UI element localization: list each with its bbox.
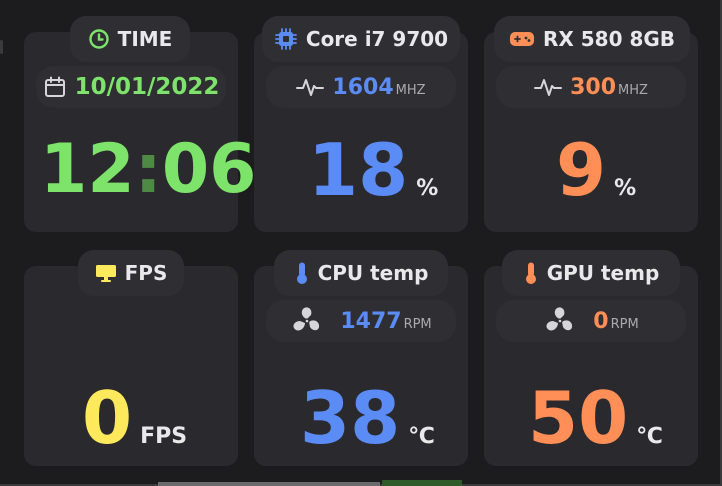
- thermometer-icon: [294, 261, 310, 285]
- gpu-title-pill: RX 580 8GB: [494, 16, 690, 62]
- gpu-temp-title-pill: GPU temp: [502, 250, 680, 296]
- background-fragment: [382, 480, 462, 486]
- clock-icon: [88, 28, 110, 50]
- clock-separator: :: [134, 130, 162, 209]
- cpu-title: Core i7 9700: [305, 27, 449, 51]
- gpu-clock-unit: MHZ: [618, 82, 648, 98]
- gpu-temp-display: 50 ℃: [528, 382, 663, 454]
- cpu-temp-card: [254, 266, 468, 466]
- gpu-card: [484, 32, 698, 232]
- fps-title-pill: FPS: [78, 250, 184, 296]
- cpu-fan-pill: 1477 RPM: [266, 300, 456, 342]
- date-pill: 10/01/2022: [36, 66, 226, 108]
- time-title-pill: TIME: [70, 16, 190, 62]
- time-card: [24, 32, 238, 232]
- gpu-temp-title: GPU temp: [546, 261, 660, 285]
- fps-value: 0: [82, 376, 133, 460]
- cpu-usage-display: 18%: [308, 134, 438, 206]
- gpu-fan-value: 0: [593, 308, 609, 334]
- gpu-temp-card: [484, 266, 698, 466]
- gpu-usage-value: 9: [556, 128, 607, 212]
- cpu-title-pill: Core i7 9700: [262, 16, 460, 62]
- cpu-temp-value: 38: [300, 376, 401, 460]
- gpu-clock-value: 300: [570, 74, 617, 100]
- pulse-icon: [534, 76, 563, 98]
- fps-card: [24, 266, 238, 466]
- gpu-fan-unit: RPM: [610, 316, 639, 332]
- cpu-usage-value: 18: [308, 128, 409, 212]
- date-value: 10/01/2022: [74, 74, 220, 100]
- cpu-clock-value: 1604: [332, 74, 394, 100]
- clock-minutes: 06: [161, 130, 257, 209]
- edge-marker: [0, 40, 3, 54]
- cpu-fan-unit: RPM: [403, 316, 432, 332]
- pulse-icon: [296, 76, 325, 98]
- gpu-clock-pill: 300 MHZ: [496, 66, 686, 108]
- cpu-clock-pill: 1604 MHZ: [266, 66, 456, 108]
- cpu-temp-display: 38 ℃: [300, 382, 435, 454]
- cpu-usage-unit: %: [416, 176, 439, 201]
- fan-icon: [543, 304, 577, 338]
- calendar-icon: [43, 75, 67, 99]
- cpu-fan-value: 1477: [340, 308, 402, 334]
- cpu-temp-title: CPU temp: [317, 261, 429, 285]
- gpu-temp-value: 50: [528, 376, 629, 460]
- fps-display: 0 FPS: [82, 382, 187, 454]
- time-title: TIME: [117, 27, 173, 51]
- cpu-clock-unit: MHZ: [395, 82, 426, 98]
- fps-title: FPS: [124, 261, 168, 285]
- thermometer-icon: [523, 261, 539, 285]
- fps-unit: FPS: [140, 424, 188, 449]
- gpu-temp-unit: ℃: [636, 424, 663, 449]
- fan-icon: [290, 304, 324, 338]
- gpu-usage-unit: %: [614, 176, 637, 201]
- monitor-icon: [95, 263, 117, 283]
- cpu-temp-unit: ℃: [408, 424, 435, 449]
- clock-hours: 12: [40, 130, 135, 209]
- gpu-title: RX 580 8GB: [542, 27, 676, 51]
- gpu-fan-pill: 0 RPM: [496, 300, 686, 342]
- cpu-chip-icon: [274, 27, 298, 51]
- clock-display: 12:06: [40, 136, 256, 204]
- gamepad-icon: [509, 29, 535, 49]
- cpu-card: [254, 32, 468, 232]
- cpu-temp-title-pill: CPU temp: [274, 250, 448, 296]
- gpu-usage-display: 9%: [556, 134, 636, 206]
- taskbar-strip: [158, 482, 380, 486]
